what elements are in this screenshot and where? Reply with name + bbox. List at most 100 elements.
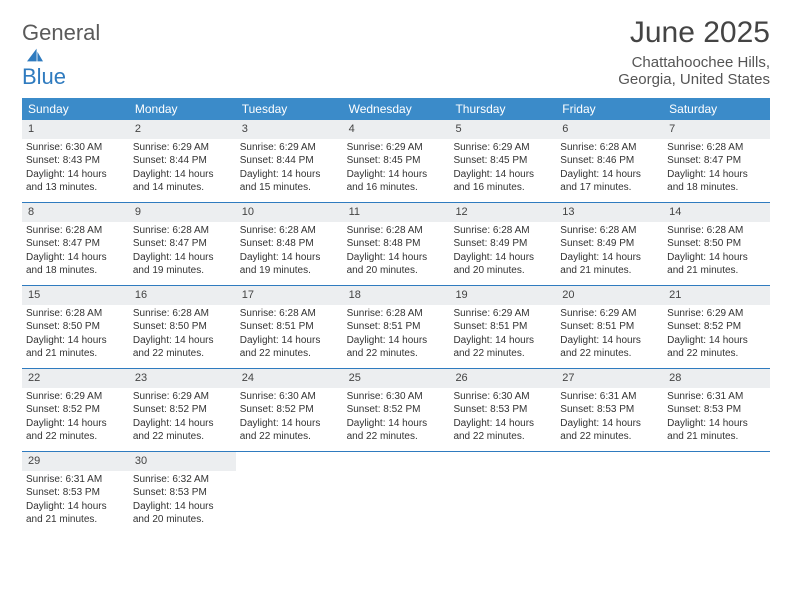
daylight-text: Daylight: 14 hours and 22 minutes.	[560, 334, 659, 361]
day-number: 14	[663, 203, 770, 222]
day-number: 26	[449, 369, 556, 388]
week-row: 8Sunrise: 6:28 AMSunset: 8:47 PMDaylight…	[22, 202, 770, 285]
sunrise-text: Sunrise: 6:29 AM	[133, 390, 232, 404]
sunset-text: Sunset: 8:47 PM	[667, 154, 766, 168]
sunset-text: Sunset: 8:53 PM	[133, 486, 232, 500]
day-cell: 29Sunrise: 6:31 AMSunset: 8:53 PMDayligh…	[22, 452, 129, 534]
dow-wednesday: Wednesday	[343, 98, 450, 120]
week-row: 1 Sunrise: 6:30 AMSunset: 8:43 PM Daylight…	[22, 120, 770, 202]
day-number: 23	[129, 369, 236, 388]
header: GeneralBlue June 2025 Chattahoochee Hill…	[22, 16, 770, 88]
day-cell: 21Sunrise: 6:29 AMSunset: 8:52 PMDayligh…	[663, 286, 770, 368]
daylight-text: Daylight: 14 hours and 22 minutes.	[560, 417, 659, 444]
daylight-text: Daylight: 14 hours and 16 minutes.	[453, 168, 552, 195]
day-cell: 9Sunrise: 6:28 AMSunset: 8:47 PMDaylight…	[129, 203, 236, 285]
sunset-text: Sunset: 8:51 PM	[560, 320, 659, 334]
sunrise-text: Sunrise: 6:28 AM	[26, 307, 125, 321]
sunset-text: Sunset: 8:47 PM	[133, 237, 232, 251]
day-cell: 26Sunrise: 6:30 AMSunset: 8:53 PMDayligh…	[449, 369, 556, 451]
daylight-text: Daylight: 14 hours and 21 minutes.	[560, 251, 659, 278]
sunset-text: Sunset: 8:53 PM	[26, 486, 125, 500]
daylight-text: Daylight: 14 hours and 22 minutes.	[133, 417, 232, 444]
sunrise-text: Sunrise: 6:29 AM	[133, 141, 232, 155]
sunrise-text: Sunrise: 6:30 AM	[347, 390, 446, 404]
sunset-text: Sunset: 8:46 PM	[560, 154, 659, 168]
day-cell: .	[663, 452, 770, 534]
sunset-text: Sunset: 8:53 PM	[560, 403, 659, 417]
month-title: June 2025	[581, 16, 770, 50]
daylight-text: Daylight: 14 hours and 21 minutes.	[26, 500, 125, 527]
dow-sunday: Sunday	[22, 98, 129, 120]
sunrise-text: Sunrise: 6:29 AM	[453, 141, 552, 155]
day-cell: 1Sunrise: 6:30 AMSunset: 8:43 PMDaylight…	[22, 120, 129, 202]
sunrise-text: Sunrise: 6:28 AM	[240, 224, 339, 238]
sunset-text: Sunset: 8:50 PM	[667, 237, 766, 251]
day-number: 16	[129, 286, 236, 305]
daylight-text: Daylight: 14 hours and 21 minutes.	[667, 251, 766, 278]
daylight-text: Daylight: 14 hours and 20 minutes.	[453, 251, 552, 278]
day-number: 5	[449, 120, 556, 139]
sunrise-text: Sunrise: 6:30 AM	[26, 141, 125, 155]
day-number: 8	[22, 203, 129, 222]
day-cell: 23Sunrise: 6:29 AMSunset: 8:52 PMDayligh…	[129, 369, 236, 451]
sunrise-text: Sunrise: 6:28 AM	[347, 307, 446, 321]
sunset-text: Sunset: 8:48 PM	[240, 237, 339, 251]
sunrise-text: Sunrise: 6:31 AM	[26, 473, 125, 487]
day-cell: 19Sunrise: 6:29 AMSunset: 8:51 PMDayligh…	[449, 286, 556, 368]
sunrise-text: Sunrise: 6:28 AM	[560, 141, 659, 155]
day-cell: 18Sunrise: 6:28 AMSunset: 8:51 PMDayligh…	[343, 286, 450, 368]
sunrise-text: Sunrise: 6:28 AM	[133, 307, 232, 321]
sunrise-text: Sunrise: 6:30 AM	[240, 390, 339, 404]
sunset-text: Sunset: 8:45 PM	[453, 154, 552, 168]
logo-text-1: General	[22, 20, 100, 45]
sunset-text: Sunset: 8:53 PM	[453, 403, 552, 417]
day-cell: .	[556, 452, 663, 534]
day-cell: 24Sunrise: 6:30 AMSunset: 8:52 PMDayligh…	[236, 369, 343, 451]
sunrise-text: Sunrise: 6:28 AM	[133, 224, 232, 238]
sunrise-text: Sunrise: 6:28 AM	[347, 224, 446, 238]
day-cell: 11Sunrise: 6:28 AMSunset: 8:48 PMDayligh…	[343, 203, 450, 285]
sunrise-text: Sunrise: 6:28 AM	[667, 141, 766, 155]
sunrise-text: Sunrise: 6:29 AM	[667, 307, 766, 321]
day-cell: 5 Sunrise: 6:29 AMSunset: 8:45 PMDaylight…	[449, 120, 556, 202]
daylight-text: Daylight: 14 hours and 22 minutes.	[26, 417, 125, 444]
sunset-text: Sunset: 8:52 PM	[240, 403, 339, 417]
dow-friday: Friday	[556, 98, 663, 120]
week-row: 29Sunrise: 6:31 AMSunset: 8:53 PMDayligh…	[22, 451, 770, 534]
daylight-text: Daylight: 14 hours and 21 minutes.	[26, 334, 125, 361]
sunset-text: Sunset: 8:52 PM	[667, 320, 766, 334]
daylight-text: Daylight: 14 hours and 19 minutes.	[240, 251, 339, 278]
sunrise-text: Sunrise: 6:28 AM	[560, 224, 659, 238]
day-cell: 4Sunrise: 6:29 AMSunset: 8:45 PMDaylight…	[343, 120, 450, 202]
day-cell: 6Sunrise: 6:28 AMSunset: 8:46 PMDaylight…	[556, 120, 663, 202]
day-number: 30	[129, 452, 236, 471]
day-number: 25	[343, 369, 450, 388]
dow-saturday: Saturday	[663, 98, 770, 120]
sunset-text: Sunset: 8:45 PM	[347, 154, 446, 168]
weeks-container: 1Sunrise: 6:30 AMSunset: 8:43 PMDaylight…	[22, 120, 770, 534]
title-block: June 2025 Chattahoochee Hills, Georgia, …	[581, 16, 770, 88]
day-number: 12	[449, 203, 556, 222]
sunset-text: Sunset: 8:43 PM	[26, 154, 125, 168]
day-cell: 25Sunrise: 6:30 AMSunset: 8:52 PMDayligh…	[343, 369, 450, 451]
day-number: 24	[236, 369, 343, 388]
daylight-text: Daylight: 14 hours and 22 minutes.	[667, 334, 766, 361]
sunset-text: Sunset: 8:44 PM	[133, 154, 232, 168]
logo-sail-icon	[24, 47, 46, 63]
day-number: 2	[129, 120, 236, 139]
day-cell: 7Sunrise: 6:28 AMSunset: 8:47 PMDaylight…	[663, 120, 770, 202]
location-text: Chattahoochee Hills, Georgia, United Sta…	[581, 54, 770, 88]
day-number: 1	[22, 120, 129, 139]
dow-thursday: Thursday	[449, 98, 556, 120]
calendar: SundayMondayTuesdayWednesdayThursdayFrid…	[22, 98, 770, 534]
sunset-text: Sunset: 8:53 PM	[667, 403, 766, 417]
day-cell: 15Sunrise: 6:28 AMSunset: 8:50 PMDayligh…	[22, 286, 129, 368]
daylight-text: Daylight: 14 hours and 18 minutes.	[26, 251, 125, 278]
day-cell: 13Sunrise: 6:28 AMSunset: 8:49 PMDayligh…	[556, 203, 663, 285]
sunset-text: Sunset: 8:49 PM	[453, 237, 552, 251]
sunset-text: Sunset: 8:44 PM	[240, 154, 339, 168]
day-of-week-header: SundayMondayTuesdayWednesdayThursdayFrid…	[22, 98, 770, 120]
sunset-text: Sunset: 8:52 PM	[26, 403, 125, 417]
sunrise-text: Sunrise: 6:29 AM	[240, 141, 339, 155]
sunset-text: Sunset: 8:48 PM	[347, 237, 446, 251]
